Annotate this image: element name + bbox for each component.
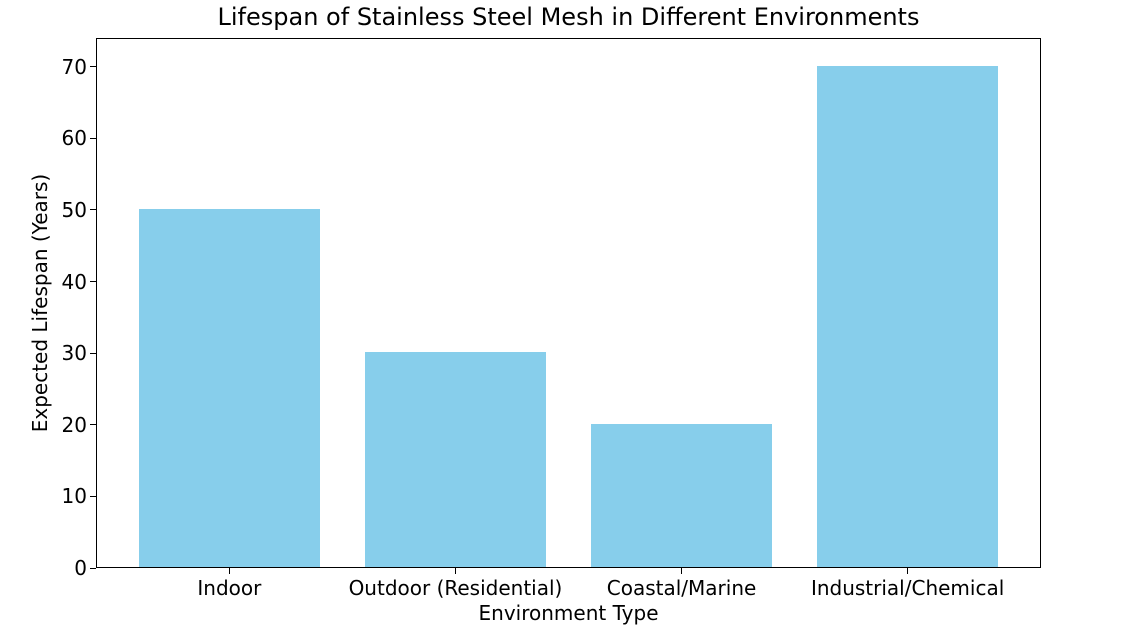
y-tick [90,66,96,68]
y-tick-label: 50 [61,197,87,222]
bar-indoor [138,208,320,567]
y-tick [90,424,96,426]
y-tick [90,137,96,139]
y-tick-label: 60 [61,126,87,151]
x-tick-label: Industrial/Chemical [810,576,1005,600]
x-tick [681,568,683,574]
x-tick-label: Outdoor (Residential) [348,576,563,600]
y-tick [90,567,96,569]
y-tick-label: 0 [74,556,87,580]
x-axis-label: Environment Type [478,601,659,625]
y-axis-label: Expected Lifespan (Years) [28,173,52,433]
y-tick-label: 40 [61,269,87,294]
y-tick-label: 30 [61,341,87,366]
y-tick [90,209,96,211]
y-tick [90,495,96,497]
x-tick-label: Coastal/Marine [606,576,757,600]
y-tick-label: 20 [61,412,87,437]
x-tick-label: Indoor [197,576,262,600]
x-tick [228,568,230,574]
plot-area [96,38,1041,568]
y-tick [90,352,96,354]
chart-title: Lifespan of Stainless Steel Mesh in Diff… [217,3,920,31]
x-tick [454,568,456,574]
x-tick [907,568,909,574]
bar-coastal-marine [591,423,772,567]
y-tick-label: 10 [61,484,87,509]
bar-industrial-chemical [817,65,999,567]
bar-outdoor-residential [365,352,546,567]
y-tick [90,281,96,282]
y-tick-label: 70 [61,54,87,79]
